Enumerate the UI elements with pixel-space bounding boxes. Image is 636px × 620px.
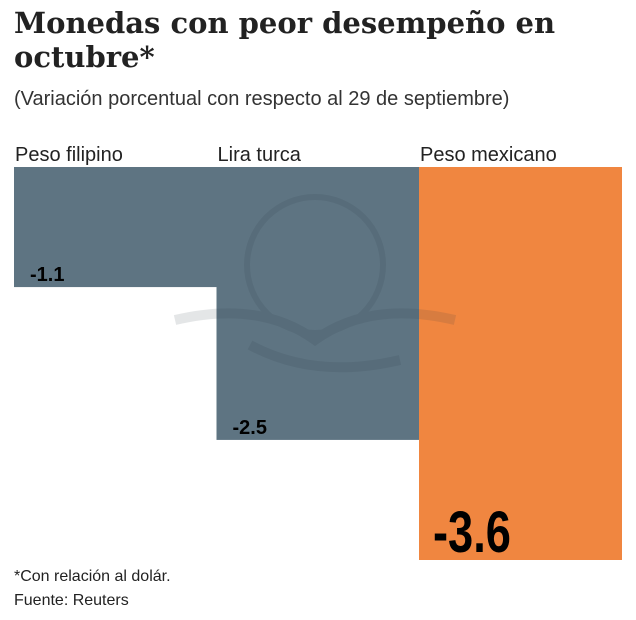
category-label: Lira turca — [218, 144, 302, 166]
footnote: *Con relación al dolár. — [14, 568, 171, 585]
source-note: Fuente: Reuters — [14, 592, 129, 609]
value-label: -1.1 — [30, 264, 64, 286]
value-label: -3.6 — [433, 501, 511, 566]
watermark-emblem — [173, 194, 457, 373]
bar-2 — [419, 167, 622, 560]
bar-0 — [14, 167, 217, 288]
value-label: -2.5 — [233, 417, 267, 439]
chart-subtitle: (Variación porcentual con respecto al 29… — [14, 88, 510, 110]
bar-1 — [216, 167, 420, 440]
category-label: Peso filipino — [15, 144, 123, 166]
chart-title: Monedas con peor desempeño en octubre* — [14, 6, 556, 74]
category-label: Peso mexicano — [420, 144, 557, 166]
